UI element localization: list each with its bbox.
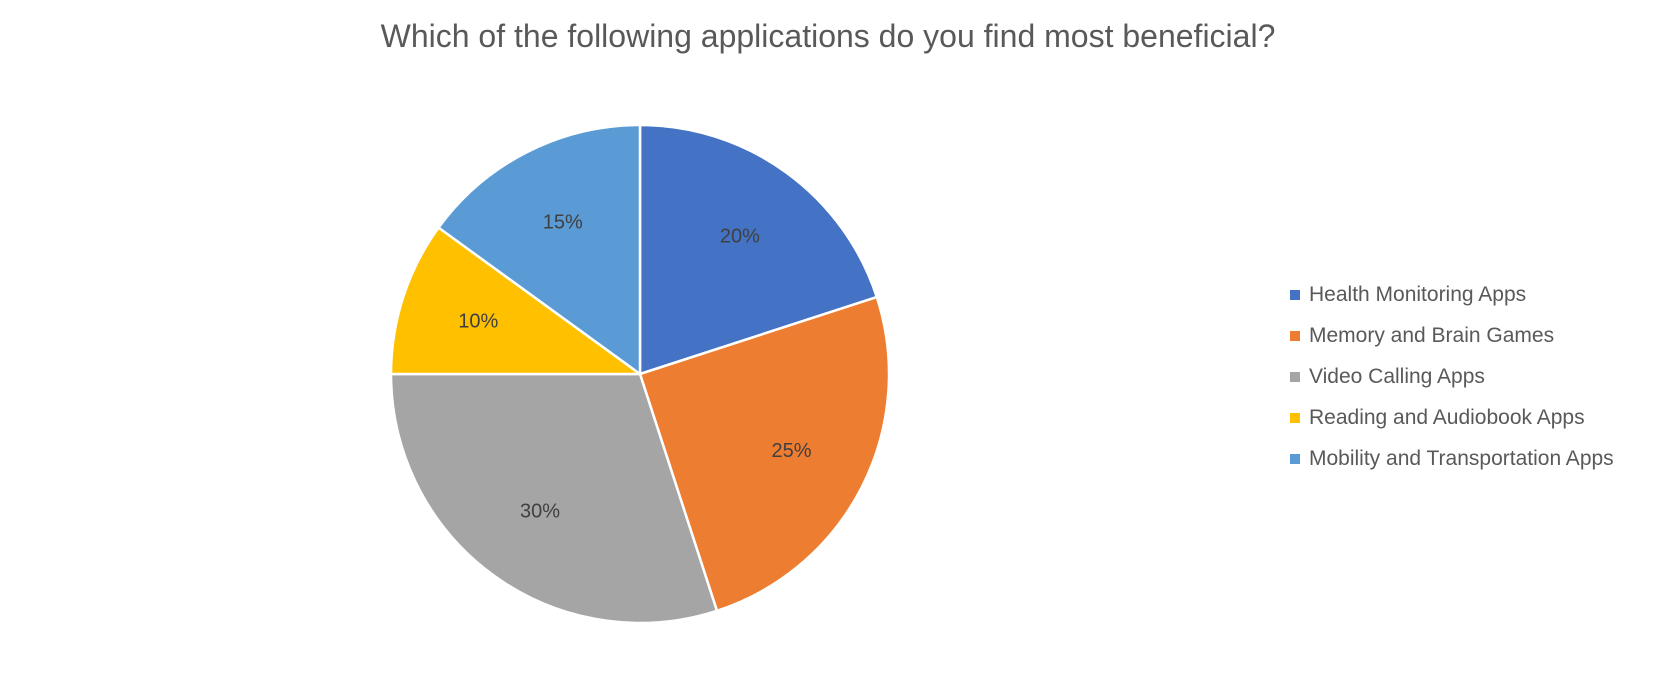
legend-label: Health Monitoring Apps — [1309, 282, 1527, 306]
legend-label: Video Calling Apps — [1309, 364, 1485, 388]
pie-slice-health-monitoring-apps — [638, 123, 879, 376]
data-label-reading-and-audiobook-apps: 10% — [458, 310, 498, 332]
chart-title: Which of the following applications do y… — [380, 18, 1276, 54]
pie-slices — [389, 123, 891, 625]
pie-slice-video-calling-apps — [389, 372, 719, 625]
legend-swatch — [1290, 412, 1300, 423]
legend-label: Mobility and Transportation Apps — [1309, 446, 1614, 470]
chart-legend: Health Monitoring Apps Memory and Brain G… — [1290, 274, 1614, 479]
legend-swatch — [1290, 289, 1300, 300]
data-label-mobility-and-transportation-apps: 15% — [543, 212, 583, 234]
data-label-video-calling-apps: 30% — [520, 501, 560, 523]
legend-label: Memory and Brain Games — [1309, 323, 1555, 347]
pie-slice-reading-and-audiobook-apps — [389, 226, 642, 376]
legend-swatch — [1290, 453, 1300, 464]
legend-item-mobility-and-transportation-apps: Mobility and Transportation Apps — [1290, 438, 1614, 479]
data-label-memory-and-brain-games: 25% — [771, 440, 811, 462]
data-label-health-monitoring-apps: 20% — [720, 225, 760, 247]
legend-item-memory-and-brain-games: Memory and Brain Games — [1290, 315, 1614, 356]
legend-swatch — [1290, 371, 1300, 382]
pie-slice-mobility-and-transportation-apps — [437, 123, 642, 376]
legend-label: Reading and Audiobook Apps — [1309, 405, 1585, 429]
legend-item-video-calling-apps: Video Calling Apps — [1290, 356, 1614, 397]
legend-item-reading-and-audiobook-apps: Reading and Audiobook Apps — [1290, 397, 1614, 438]
legend-swatch — [1290, 330, 1300, 341]
legend-item-health-monitoring-apps: Health Monitoring Apps — [1290, 274, 1614, 315]
pie-data-labels: 20% 25% 30% 10% 15% — [458, 212, 811, 523]
pie-slice-memory-and-brain-games — [638, 295, 891, 613]
